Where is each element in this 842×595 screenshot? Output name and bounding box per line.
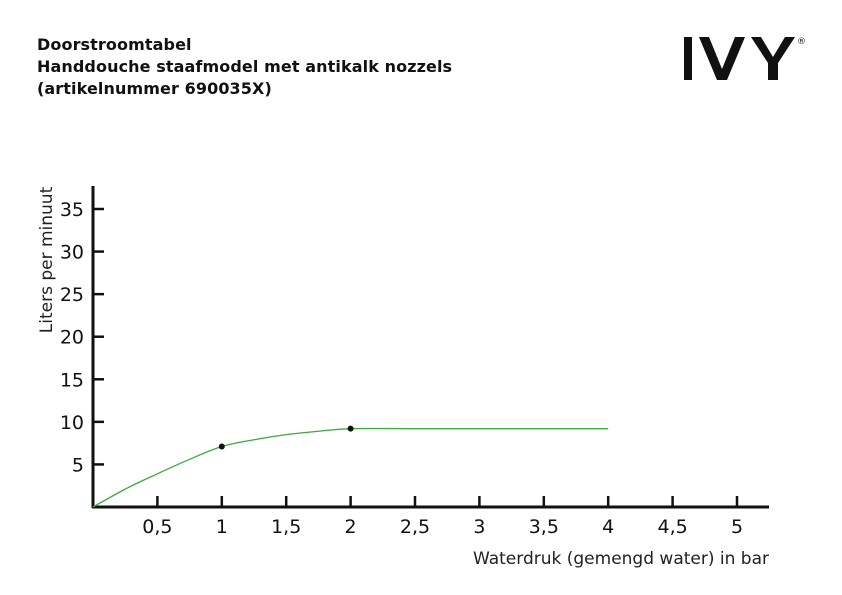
y-tick-label: 15 — [60, 369, 84, 391]
data-point — [218, 443, 225, 450]
ivy-logo: ® — [684, 37, 806, 80]
chart-series — [92, 425, 609, 508]
y-tick-label: 5 — [72, 454, 84, 476]
y-axis-title: Liters per minuut — [37, 186, 57, 333]
x-tick-label: 4,5 — [657, 516, 687, 538]
chart-title: Doorstroomtabel — [37, 35, 192, 54]
x-axis-title: Waterdruk (gemengd water) in bar — [473, 549, 769, 569]
x-tick-label: 3,5 — [529, 516, 559, 538]
x-tick-label: 1,5 — [271, 516, 301, 538]
x-tick-label: 4 — [602, 516, 614, 538]
data-point — [347, 425, 354, 432]
y-tick-label: 25 — [60, 284, 84, 306]
registered-mark: ® — [797, 37, 806, 47]
x-tick-label: 5 — [731, 516, 743, 538]
y-tick-label: 20 — [60, 327, 84, 349]
series-line — [92, 427, 609, 508]
chart-axes — [91, 186, 769, 509]
y-tick-label: 35 — [60, 199, 84, 221]
y-tick-label: 30 — [60, 242, 84, 264]
chart-header: Doorstroomtabel Handdouche staafmodel me… — [37, 34, 452, 100]
x-tick-label: 2,5 — [400, 516, 430, 538]
x-tick-label: 0,5 — [142, 516, 172, 538]
chart-ticks: 0,5 1 1,5 2 2,5 3 3,5 4 4,5 5 5 10 15 20 25 30 35 — [60, 199, 743, 538]
chart-subtitle: Handdouche staafmodel met antikalk nozze… — [37, 57, 453, 76]
x-tick-label: 1 — [216, 516, 228, 538]
article-number: (artikelnummer 690035X) — [37, 79, 272, 98]
x-tick-label: 3 — [473, 516, 485, 538]
x-tick-label: 2 — [345, 516, 357, 538]
y-tick-label: 10 — [60, 412, 84, 434]
